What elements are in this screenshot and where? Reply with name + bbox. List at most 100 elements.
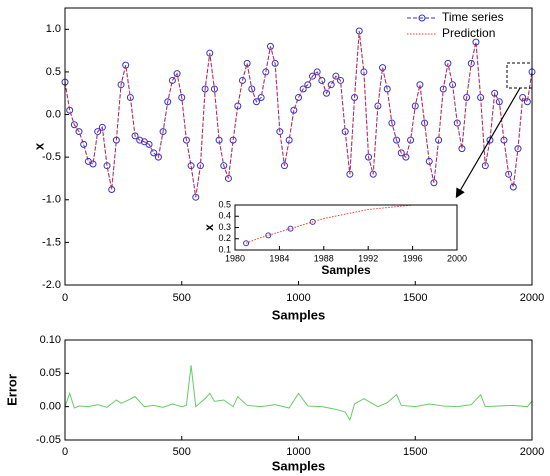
main-plot: 0 500 1000 1500 2000 -2.0 -1.5 -1.0 -0.5 0.0 0.5 1.… bbox=[31, 7, 544, 322]
plot-area bbox=[65, 340, 532, 440]
y-tick-label: 0.5 bbox=[218, 199, 231, 209]
x-tick-label: 1000 bbox=[286, 446, 310, 458]
series-marker bbox=[309, 218, 316, 225]
series-marker bbox=[178, 93, 186, 101]
y-tick-label: 0.00 bbox=[40, 401, 61, 413]
series-marker bbox=[323, 89, 331, 97]
y-tick-label: 0.3 bbox=[218, 222, 231, 232]
x-tick-label: 2000 bbox=[447, 253, 467, 263]
y-axis-label: x bbox=[31, 142, 46, 150]
series-marker bbox=[187, 162, 195, 170]
plot-content bbox=[243, 205, 429, 247]
x-tick-label: 1984 bbox=[269, 253, 289, 263]
y-tick-label: -1.0 bbox=[42, 194, 61, 206]
series-marker bbox=[206, 49, 214, 57]
series-marker bbox=[80, 140, 88, 148]
series-marker bbox=[290, 106, 298, 114]
series-marker bbox=[238, 76, 246, 84]
y-tick-label: 0.10 bbox=[40, 334, 61, 346]
series-marker bbox=[89, 160, 97, 168]
series-marker bbox=[402, 153, 410, 161]
series-marker bbox=[159, 128, 167, 136]
plot-content bbox=[64, 365, 533, 422]
series-marker bbox=[257, 93, 265, 101]
y-axis-label: x bbox=[202, 224, 216, 231]
series-marker bbox=[500, 136, 508, 144]
legend-label: Time series bbox=[442, 10, 504, 24]
y-tick-label: -0.5 bbox=[42, 151, 61, 163]
x-tick-label: 1992 bbox=[358, 253, 378, 263]
x-tick-label: 2000 bbox=[520, 292, 544, 304]
x-tick-label: 1996 bbox=[403, 253, 423, 263]
inset-plot: 1980 1984 1988 1992 1996 2000 0.10.20.30.4 0.5 S… bbox=[202, 199, 467, 277]
series-marker bbox=[509, 183, 517, 191]
series-line bbox=[64, 365, 533, 422]
series-marker bbox=[145, 140, 153, 148]
series-marker bbox=[295, 93, 302, 101]
series-marker bbox=[262, 68, 270, 76]
series-marker bbox=[243, 59, 251, 67]
series-marker bbox=[397, 149, 405, 157]
series-marker bbox=[252, 98, 260, 106]
y-tick-label: -2.0 bbox=[42, 279, 61, 291]
series-marker bbox=[164, 98, 172, 106]
x-tick-label: 1988 bbox=[314, 253, 334, 263]
series-marker bbox=[173, 70, 181, 78]
series-marker bbox=[248, 85, 256, 93]
y-tick-label: 0.0 bbox=[46, 108, 61, 120]
y-tick-label: 0.05 bbox=[40, 367, 61, 379]
series-marker bbox=[117, 81, 125, 89]
x-axis-label: Samples bbox=[272, 458, 325, 473]
series-marker bbox=[444, 59, 452, 67]
series-marker bbox=[388, 119, 396, 127]
series-marker bbox=[70, 121, 78, 129]
x-axis-label: Samples bbox=[321, 263, 371, 277]
y-tick-label: 0.2 bbox=[218, 233, 231, 243]
series-marker bbox=[393, 136, 401, 144]
x-tick-label: 0 bbox=[62, 446, 68, 458]
error-plot: 0 500 1000 1500 2000 -0.05 0.00 0.05 0.10 Samples… bbox=[4, 334, 544, 474]
series-marker bbox=[519, 93, 527, 101]
x-axis-label: Samples bbox=[272, 307, 325, 322]
series-marker bbox=[495, 98, 503, 106]
series-line bbox=[64, 30, 533, 198]
series-marker bbox=[136, 136, 144, 144]
series-marker bbox=[425, 157, 433, 165]
series-marker bbox=[271, 59, 279, 67]
series-marker bbox=[318, 76, 326, 84]
x-tick-label: 0 bbox=[62, 292, 68, 304]
x-tick-label: 1500 bbox=[403, 446, 427, 458]
plot-content bbox=[61, 27, 536, 201]
series-marker bbox=[365, 153, 373, 161]
series-marker bbox=[472, 38, 480, 46]
series-marker bbox=[430, 179, 438, 187]
series-marker bbox=[154, 153, 162, 161]
series-marker bbox=[313, 68, 321, 76]
series-marker bbox=[458, 145, 466, 153]
series-marker bbox=[304, 81, 312, 89]
y-tick-label: 0.4 bbox=[218, 211, 231, 221]
y-tick-label: 1.0 bbox=[46, 23, 61, 35]
series-marker bbox=[210, 85, 218, 93]
y-tick-label: -0.05 bbox=[36, 434, 61, 446]
y-tick-label: 0.5 bbox=[46, 66, 61, 78]
series-marker bbox=[220, 162, 228, 170]
legend-marker bbox=[418, 14, 426, 22]
x-tick-label: 1000 bbox=[286, 292, 310, 304]
series-marker bbox=[486, 136, 494, 144]
series-marker bbox=[75, 128, 83, 136]
series-marker bbox=[287, 225, 294, 232]
series-marker bbox=[416, 81, 424, 89]
series-marker bbox=[327, 81, 335, 89]
series-marker bbox=[215, 136, 223, 144]
x-tick-label: 500 bbox=[173, 292, 191, 304]
series-marker bbox=[266, 42, 274, 50]
series-marker bbox=[265, 232, 272, 239]
x-tick-label: 500 bbox=[173, 446, 191, 458]
zoom-arrow bbox=[455, 87, 521, 199]
series-marker bbox=[66, 106, 74, 114]
series-line bbox=[245, 205, 429, 244]
series-marker bbox=[243, 240, 250, 247]
series-marker bbox=[411, 102, 419, 110]
